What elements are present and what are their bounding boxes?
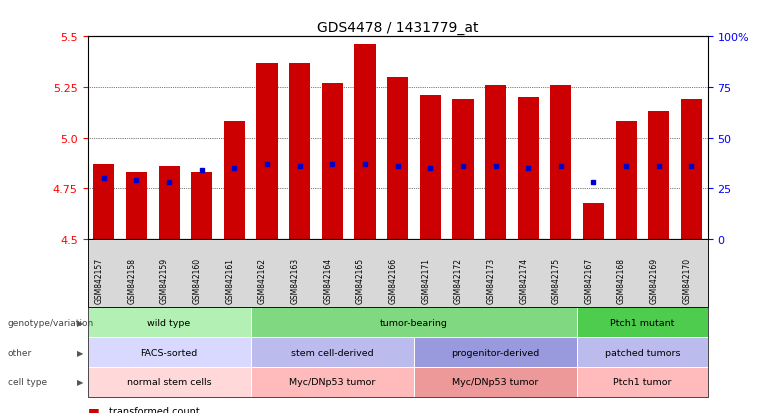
Text: genotype/variation: genotype/variation bbox=[8, 318, 94, 327]
Text: GSM842170: GSM842170 bbox=[683, 258, 692, 304]
Text: GSM842167: GSM842167 bbox=[584, 258, 594, 304]
Bar bbox=[616, 122, 637, 240]
Bar bbox=[224, 122, 245, 240]
Text: wild type: wild type bbox=[148, 318, 191, 327]
Bar bbox=[158, 167, 180, 240]
Text: GSM842158: GSM842158 bbox=[128, 258, 136, 304]
Text: Myc/DNp53 tumor: Myc/DNp53 tumor bbox=[452, 377, 539, 387]
Text: FACS-sorted: FACS-sorted bbox=[141, 348, 198, 357]
Text: GSM842175: GSM842175 bbox=[552, 258, 561, 304]
Text: GSM842166: GSM842166 bbox=[389, 258, 398, 304]
Text: tumor-bearing: tumor-bearing bbox=[380, 318, 448, 327]
Text: Ptch1 tumor: Ptch1 tumor bbox=[613, 377, 672, 387]
Text: other: other bbox=[8, 348, 32, 357]
Text: GSM842163: GSM842163 bbox=[291, 258, 300, 304]
Text: Ptch1 mutant: Ptch1 mutant bbox=[610, 318, 675, 327]
Text: GSM842171: GSM842171 bbox=[422, 258, 430, 304]
Bar bbox=[485, 86, 506, 240]
Text: GSM842173: GSM842173 bbox=[486, 258, 495, 304]
Text: GSM842174: GSM842174 bbox=[519, 258, 528, 304]
Text: progenitor-derived: progenitor-derived bbox=[451, 348, 540, 357]
Bar bbox=[517, 98, 539, 240]
Text: transformed count: transformed count bbox=[109, 406, 199, 413]
Bar bbox=[550, 86, 572, 240]
Bar bbox=[419, 96, 441, 240]
Bar bbox=[355, 45, 376, 240]
Text: GSM842169: GSM842169 bbox=[650, 258, 659, 304]
Text: cell type: cell type bbox=[8, 377, 46, 387]
Bar bbox=[191, 173, 212, 240]
Text: GSM842164: GSM842164 bbox=[323, 258, 333, 304]
Bar bbox=[289, 64, 310, 240]
Text: ■: ■ bbox=[88, 405, 99, 413]
Text: ▶: ▶ bbox=[77, 377, 84, 387]
Text: normal stem cells: normal stem cells bbox=[127, 377, 212, 387]
Bar bbox=[648, 112, 670, 240]
Text: GSM842162: GSM842162 bbox=[258, 258, 267, 304]
Text: GSM842161: GSM842161 bbox=[225, 258, 234, 304]
Bar bbox=[452, 100, 473, 240]
Bar bbox=[387, 78, 408, 240]
Text: Myc/DNp53 tumor: Myc/DNp53 tumor bbox=[289, 377, 375, 387]
Text: GSM842157: GSM842157 bbox=[95, 258, 103, 304]
Text: ▶: ▶ bbox=[77, 348, 84, 357]
Bar bbox=[256, 64, 278, 240]
Text: patched tumors: patched tumors bbox=[605, 348, 680, 357]
Text: GSM842168: GSM842168 bbox=[617, 258, 626, 304]
Bar bbox=[583, 203, 604, 240]
Text: GSM842160: GSM842160 bbox=[193, 258, 202, 304]
Bar bbox=[681, 100, 702, 240]
Title: GDS4478 / 1431779_at: GDS4478 / 1431779_at bbox=[317, 21, 479, 35]
Text: GSM842172: GSM842172 bbox=[454, 258, 463, 304]
Bar bbox=[94, 165, 114, 240]
Text: stem cell-derived: stem cell-derived bbox=[291, 348, 374, 357]
Text: GSM842159: GSM842159 bbox=[160, 258, 169, 304]
Bar bbox=[322, 84, 343, 240]
Text: ▶: ▶ bbox=[77, 318, 84, 327]
Bar bbox=[126, 173, 147, 240]
Text: GSM842165: GSM842165 bbox=[356, 258, 365, 304]
